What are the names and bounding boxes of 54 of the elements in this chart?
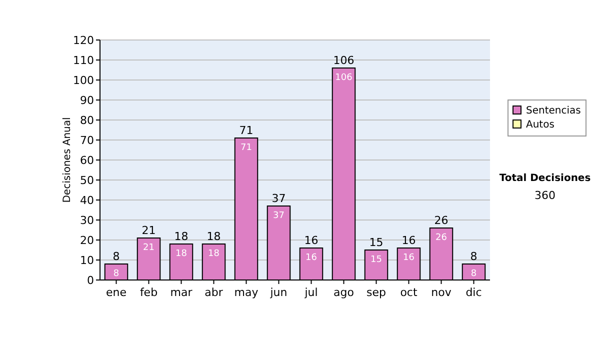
data-label: 71 — [240, 143, 252, 153]
data-label: 106 — [335, 73, 353, 83]
data-label: 16 — [403, 253, 415, 263]
total-label: 8 — [470, 250, 478, 263]
legend-label: Autos — [526, 120, 554, 130]
y-tick-label: 50 — [80, 174, 94, 187]
total-label: 18 — [206, 230, 221, 243]
x-tick-label: ago — [334, 286, 354, 299]
y-axis-title: Decisiones Anual — [62, 117, 73, 203]
data-label: 18 — [208, 249, 220, 259]
data-label: 16 — [306, 253, 318, 263]
x-tick-label: jul — [304, 286, 318, 299]
x-tick-label: jun — [269, 286, 288, 299]
data-label: 21 — [143, 243, 154, 253]
total-label: 37 — [272, 192, 286, 205]
total-label: 16 — [402, 234, 416, 247]
data-label: 8 — [470, 269, 477, 279]
data-label: 15 — [370, 255, 382, 265]
total-label: 26 — [434, 214, 448, 227]
text: 360 — [534, 189, 556, 202]
x-tick-label: nov — [431, 286, 452, 299]
x-tick-label: feb — [140, 286, 158, 299]
x-tick-label: abr — [204, 286, 224, 299]
total-label: 8 — [112, 250, 120, 263]
text: Total Decisiones — [499, 173, 591, 184]
y-tick-label: 20 — [80, 234, 94, 247]
total-label: 106 — [333, 54, 354, 67]
y-tick-label: 40 — [80, 194, 94, 207]
y-tick-label: 110 — [73, 54, 94, 67]
total-label: 71 — [239, 124, 254, 137]
x-tick-label: oct — [400, 286, 418, 299]
data-label: 37 — [273, 211, 284, 221]
total-label: 16 — [304, 234, 318, 247]
x-tick-label: may — [234, 286, 259, 299]
x-tick-label: sep — [366, 286, 386, 299]
y-tick-label: 10 — [80, 254, 94, 267]
y-tick-label: 70 — [80, 134, 94, 147]
y-tick-label: 30 — [80, 214, 94, 227]
y-tick-label: 60 — [80, 154, 94, 167]
data-label: 8 — [113, 269, 120, 279]
x-tick-label: ene — [106, 286, 127, 299]
y-tick-label: 120 — [73, 34, 94, 47]
x-tick-label: mar — [170, 286, 193, 299]
data-label: 18 — [176, 249, 188, 259]
x-tick-label: dic — [466, 286, 482, 299]
y-tick-label: 90 — [80, 94, 94, 107]
legend-label: Sentencias — [526, 106, 581, 116]
total-label: 18 — [174, 230, 188, 243]
total-label: 21 — [142, 224, 156, 237]
y-tick-label: 100 — [73, 74, 94, 87]
data-label: 26 — [436, 233, 448, 243]
y-tick-label: 0 — [87, 274, 94, 287]
total-label: 15 — [369, 236, 384, 249]
y-tick-label: 80 — [80, 114, 94, 127]
